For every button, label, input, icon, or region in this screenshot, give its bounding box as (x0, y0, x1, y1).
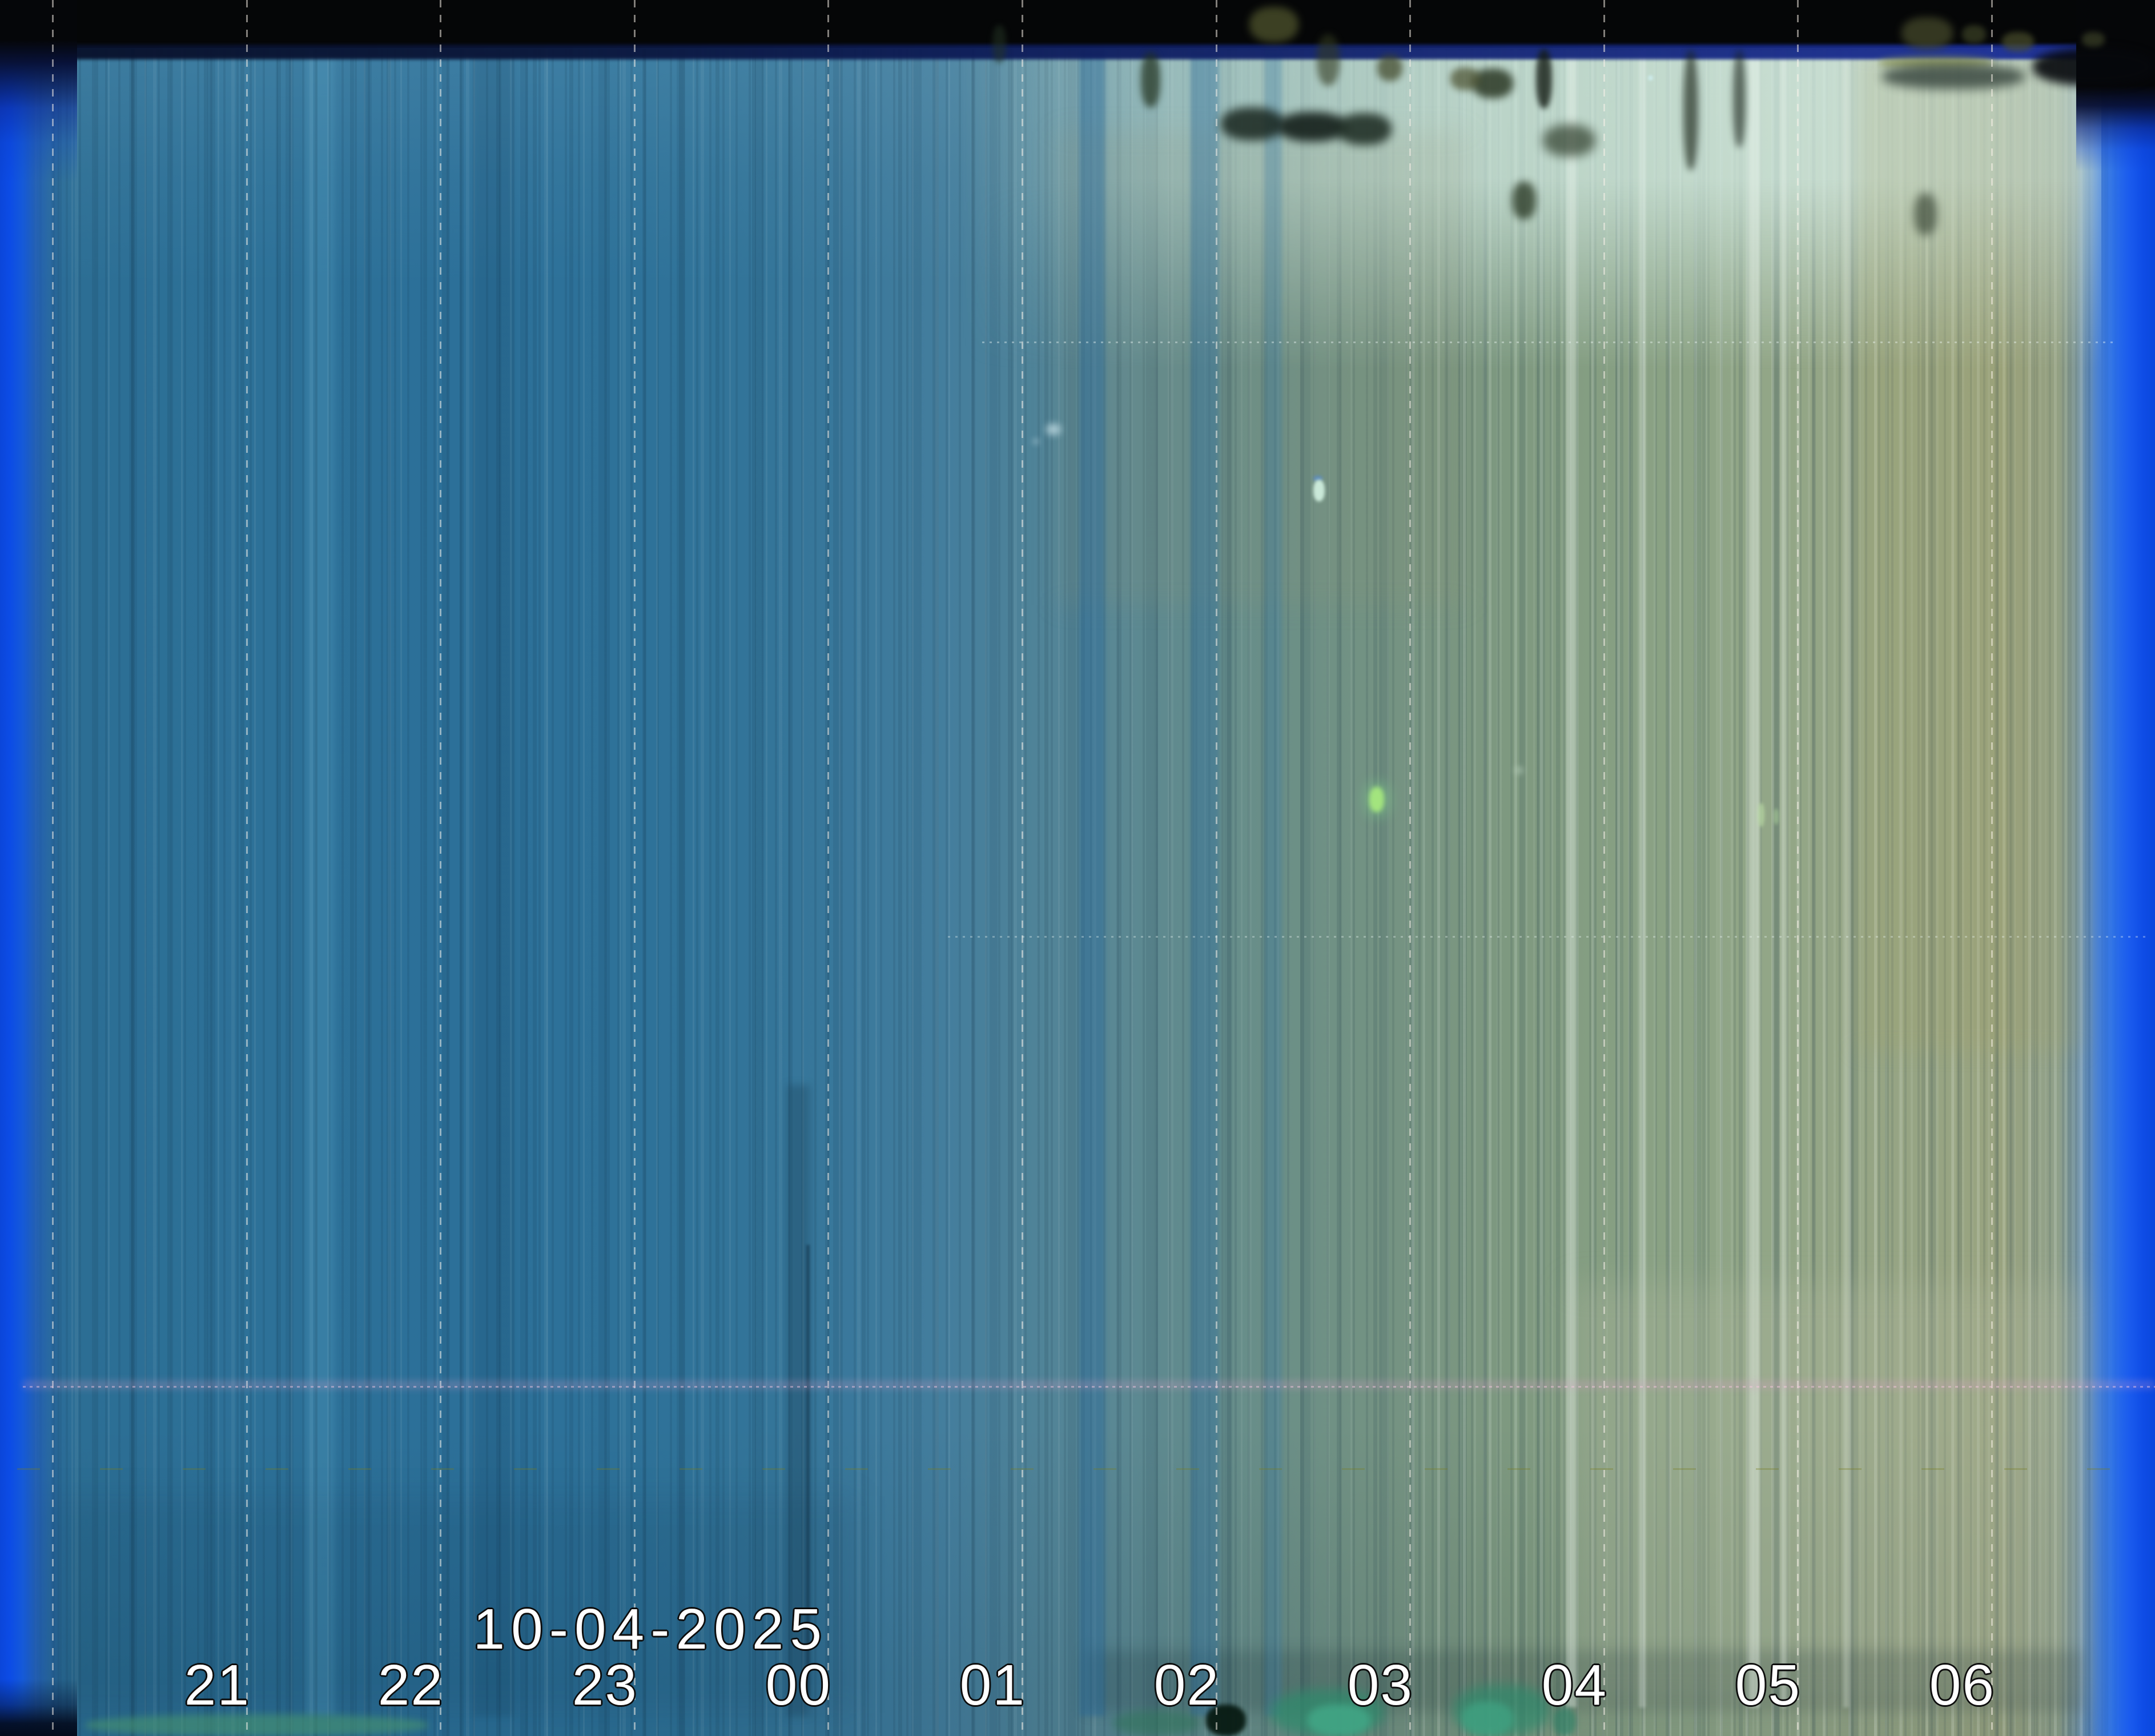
hour-gridline (1797, 0, 1799, 1736)
bottom-right-light-wash (1570, 1285, 2090, 1707)
pale-streak (1639, 51, 1646, 1707)
hour-label-06: 06 (1929, 1653, 1995, 1717)
hour-label-21: 21 (184, 1653, 250, 1717)
bright-spot (1758, 803, 1764, 827)
bright-spot (1032, 439, 1039, 444)
hour-gridline (634, 0, 636, 1736)
dark-vertical-line-core (806, 1245, 810, 1702)
right-blue-edge-glow (2076, 0, 2155, 1736)
bright-spot (1648, 75, 1653, 81)
hour-label-22: 22 (377, 1653, 444, 1717)
left-edge-top-fade (0, 0, 77, 183)
teal-glow-patch (1113, 1710, 1199, 1736)
hour-gridline (52, 0, 54, 1736)
hour-label-04: 04 (1541, 1653, 1607, 1717)
pale-streak (1567, 51, 1577, 1707)
hour-gridline (1409, 0, 1411, 1736)
blue-streak-column (1191, 51, 1219, 1716)
bright-spot (1313, 480, 1325, 501)
hour-label-00: 00 (765, 1653, 831, 1717)
hour-gridline (1991, 0, 1993, 1736)
olive-horizontal-dashes (17, 1468, 2136, 1470)
light-column (306, 51, 335, 1716)
teal-glow-patch (1553, 1707, 1576, 1736)
hour-label-05: 05 (1735, 1653, 1801, 1717)
hour-gridline (827, 0, 829, 1736)
dark-cloud-blob (1512, 182, 1536, 219)
bright-spot (1774, 809, 1779, 825)
dark-cloud-blob (1901, 17, 1953, 49)
dark-cloud-blob (1249, 7, 1298, 42)
hour-label-02: 02 (1153, 1653, 1220, 1717)
dark-cloud-blob (1278, 112, 1346, 142)
dark-cloud-blob (1450, 67, 1480, 90)
hour-gridline (246, 0, 248, 1736)
dark-column (474, 51, 514, 1716)
pink-horizontal-line (23, 1386, 2155, 1388)
hour-label-01: 01 (959, 1653, 1026, 1717)
bright-spot (1313, 476, 1322, 481)
dotted-horizontal-gridline (948, 936, 2147, 938)
left-edge-bottom-fade (0, 1679, 77, 1736)
dark-cloud-blob (1221, 107, 1284, 140)
dark-cloud-blob (1377, 55, 1402, 81)
right-edge-top-fade (2076, 0, 2155, 171)
hour-gridline (1603, 0, 1605, 1736)
dark-cloud-blob (1337, 113, 1392, 145)
warm-mid-wash (1056, 131, 1468, 605)
bright-spot (1369, 787, 1384, 812)
top-black-band (0, 0, 2155, 48)
twilight-navy-edge (0, 45, 2155, 59)
hour-label-03: 03 (1347, 1653, 1413, 1717)
dark-cloud-blob (1683, 50, 1698, 170)
pink-horizontal-line-glow (23, 1381, 2155, 1389)
hour-gridline (1022, 0, 1023, 1736)
dark-cloud-blob (2082, 32, 2105, 47)
left-blue-edge-glow (0, 0, 77, 1736)
bright-spot (1046, 424, 1061, 435)
dark-cloud-blob (1206, 1705, 1246, 1736)
dark-vertical-line (787, 1085, 810, 1716)
pale-streak (1780, 51, 1787, 1707)
pale-streak (1843, 51, 1849, 1707)
dark-cloud-blob (1962, 25, 1986, 43)
teal-glow-patch (1308, 1705, 1370, 1736)
dark-cloud-blob (992, 25, 1006, 63)
dark-cloud-blob (1543, 124, 1595, 156)
dotted-horizontal-gridline (982, 341, 2113, 343)
hour-gridline (440, 0, 441, 1736)
teal-glow-patch (1462, 1702, 1513, 1736)
hour-gridline (1216, 0, 1217, 1736)
dark-cloud-blob (1317, 34, 1340, 86)
hour-label-23: 23 (572, 1653, 638, 1717)
blue-streak-column (1265, 51, 1282, 1716)
dark-cloud-blob (1914, 193, 1937, 235)
teal-glow-patch (86, 1714, 428, 1736)
blue-streak-column (1079, 51, 1105, 1716)
dark-cloud-blob (1882, 64, 2025, 89)
olive-tint-column (1856, 51, 2084, 1051)
bottom-left-dark-wash (0, 1496, 857, 1713)
dark-cloud-blob (2002, 32, 2034, 51)
dark-cloud-blob (1733, 50, 1746, 147)
dark-cloud-blob (2033, 48, 2155, 86)
dark-cloud-blob (1536, 49, 1552, 108)
pale-streak (1748, 51, 1760, 1707)
bright-spot (1514, 766, 1523, 774)
dark-cloud-blob (1141, 53, 1160, 107)
pre-band-shadow (1085, 1650, 2084, 1712)
date-label: 10-04-2025 (473, 1597, 828, 1661)
